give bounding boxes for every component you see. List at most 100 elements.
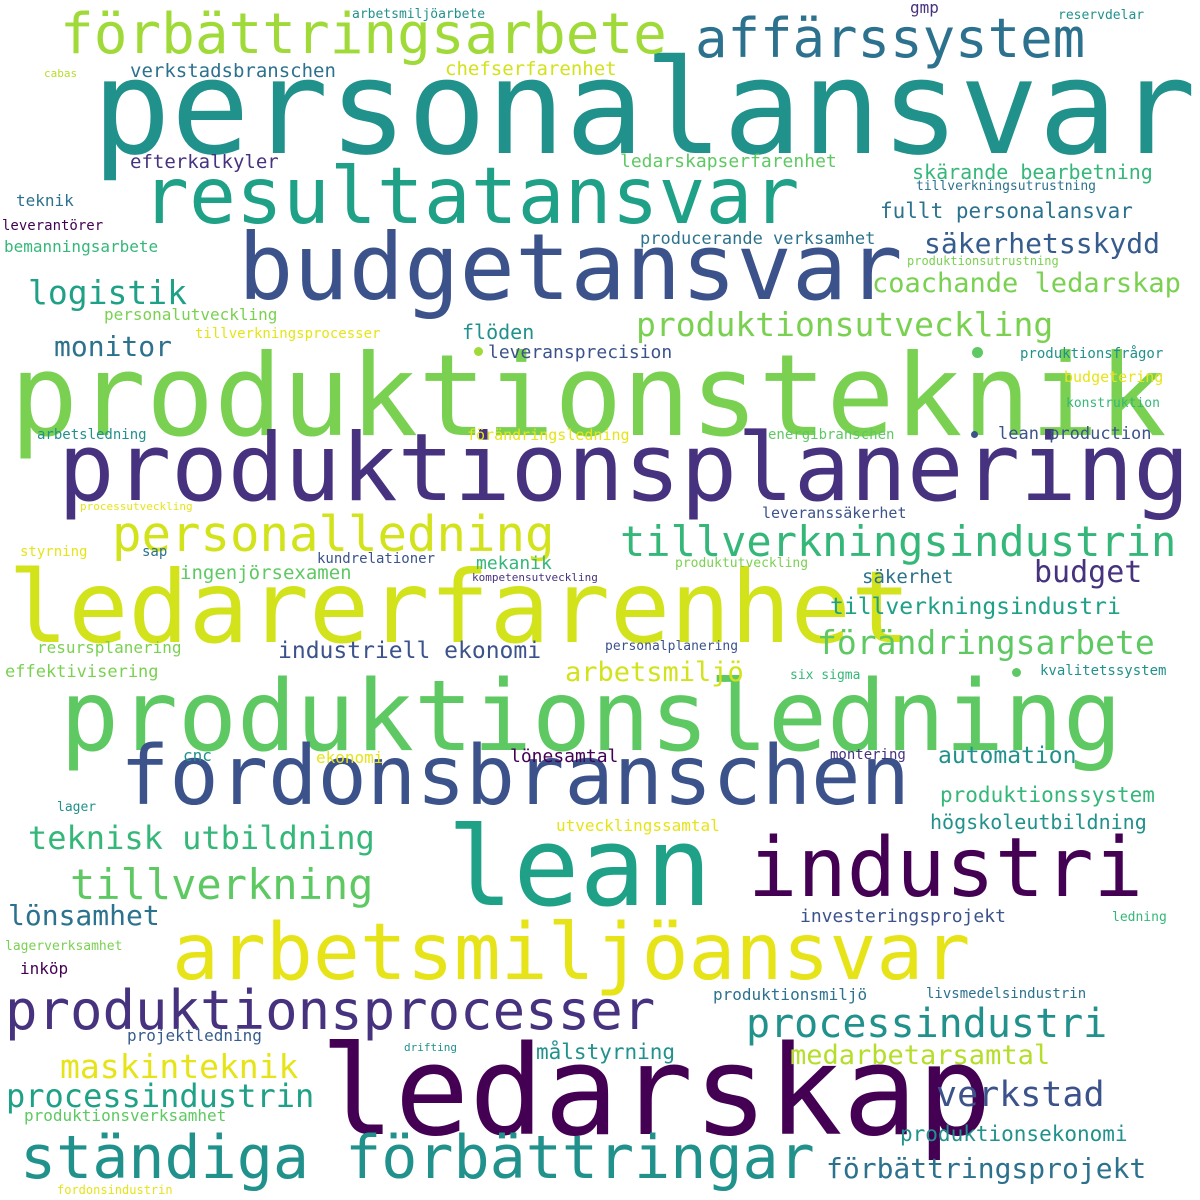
word-cloud-term: tillverkningsindustrin (620, 517, 1177, 566)
word-cloud-term: resursplanering (37, 638, 182, 657)
word-cloud-term: kundrelationer (317, 551, 436, 567)
word-cloud-term: högskoleutbildning (930, 810, 1147, 834)
word-cloud-term: cabas (44, 67, 78, 80)
word-cloud-term: personalutveckling (104, 305, 278, 324)
word-cloud-term: monitor (54, 330, 173, 363)
word-cloud-term: lönsamhet (8, 899, 160, 932)
word-cloud-term: teknik (16, 191, 74, 210)
word-cloud-term: produktionsmiljö (713, 985, 868, 1004)
word-cloud-term: skärande bearbetning (912, 160, 1153, 184)
word-cloud-term: produktionsledning (60, 660, 1123, 774)
word-cloud-term: lager (57, 800, 97, 815)
word-cloud-term: tillverkningsprocesser (195, 326, 381, 342)
word-cloud-term: sap (142, 544, 168, 560)
word-cloud-term: leveransprecision (488, 342, 673, 363)
word-cloud-term: maskinteknik (60, 1047, 299, 1086)
word-cloud-term: effektivisering (5, 662, 159, 682)
word-cloud-term: produktionsfrågor (1020, 346, 1164, 362)
word-cloud-term: kompetensutveckling (472, 571, 598, 584)
word-cloud-term: tillverkningsindustri (830, 594, 1121, 620)
word-cloud-term: arbetsmiljöarbete (352, 7, 486, 22)
word-cloud-term: cnc (183, 746, 212, 765)
word-cloud-term: produktionsutrustning (907, 254, 1059, 268)
word-cloud-term: lean (447, 803, 712, 931)
word-cloud-term: logistik (28, 273, 187, 312)
word-cloud-term: reservdelar (1058, 8, 1145, 23)
word-cloud-term: ingenjörsexamen (180, 562, 352, 584)
word-cloud-term: budgetering (1064, 368, 1164, 386)
word-cloud-term: drifting (404, 1041, 457, 1054)
word-cloud-term: gmp (910, 0, 939, 17)
word-cloud-term: affärssystem (695, 7, 1086, 70)
word-cloud-term: arbetsmiljöansvar (172, 908, 971, 998)
word-cloud-term: verkstadsbranschen (130, 60, 336, 82)
word-cloud-term: produktutveckling (675, 556, 809, 571)
word-cloud-term: ledarskapserfarenhet (620, 151, 837, 172)
decorative-dot (1012, 668, 1021, 677)
word-cloud-term: six sigma (790, 668, 861, 683)
word-cloud-term: produktionsplanering (58, 414, 1190, 523)
word-cloud-term: målstyrning (536, 1040, 676, 1064)
word-cloud-term: fordonsindustrin (57, 1183, 173, 1197)
decorative-dot (971, 431, 978, 438)
word-cloud-term: lönesamtal (510, 746, 619, 767)
word-cloud-term: fordonsbranschen (120, 729, 910, 824)
word-cloud-term: inköp (20, 959, 69, 978)
decorative-dot (474, 347, 483, 356)
word-cloud-term: produktionssystem (940, 783, 1155, 807)
word-cloud-term: resultatansvar (142, 152, 800, 242)
word-cloud-term: budget (1034, 555, 1143, 590)
word-cloud-term: projektledning (127, 1026, 262, 1045)
word-cloud-term: arbetsmiljö (565, 657, 744, 688)
word-cloud-term: industriell ekonomi (278, 638, 542, 664)
word-cloud-term: konstruktion (1066, 396, 1160, 411)
word-cloud-term: produktionsprocesser (5, 979, 656, 1042)
word-cloud-term: produktionsverksamhet (24, 1106, 227, 1125)
word-cloud-term: arbetsledning (37, 427, 147, 443)
word-cloud-term: montering (830, 747, 906, 763)
word-cloud-term: verkstad (936, 1075, 1105, 1115)
word-cloud-term: kvalitetssystem (1040, 663, 1167, 679)
word-cloud-term: energibranschen (768, 427, 895, 443)
word-cloud-term: fullt personalansvar (880, 199, 1133, 223)
word-cloud-term: livsmedelsindustrin (926, 986, 1087, 1002)
word-cloud-term: bemanningsarbete (4, 237, 159, 256)
word-cloud-term: förändringsarbete (817, 623, 1155, 662)
word-cloud-term: automation (938, 743, 1077, 769)
word-cloud-term: ledarerfarenhet (8, 549, 912, 666)
word-cloud-term: lean production (998, 424, 1152, 444)
word-cloud-term: processindustri (746, 1001, 1108, 1047)
word-cloud-term: medarbetarsamtal (790, 1040, 1051, 1071)
word-cloud-term: personalplanering (605, 639, 739, 654)
word-cloud-term: ständiga förbättringar (20, 1123, 815, 1193)
word-cloud-term: förbättringsarbete (60, 2, 667, 67)
word-cloud-term: tillverkning (70, 860, 374, 909)
word-cloud-term: produktionsekonomi (900, 1122, 1128, 1146)
word-cloud-term: teknisk utbildning (28, 819, 375, 857)
word-cloud-term: ledning (1112, 910, 1167, 925)
word-cloud-term: budgetansvar (238, 214, 903, 321)
word-cloud-term: tillverkningsutrustning (916, 179, 1097, 194)
word-cloud-term: personalledning (112, 506, 555, 563)
word-cloud-term: ekonomi (316, 748, 384, 767)
word-cloud-term: förändringsledning (467, 426, 630, 444)
word-cloud-term: mekanik (476, 553, 552, 574)
word-cloud-term: coachande ledarskap (872, 268, 1181, 299)
word-cloud-term: producerande verksamhet (640, 229, 876, 249)
word-cloud-term: säkerhetsskydd (924, 227, 1161, 260)
word-cloud-term: efterkalkyler (130, 151, 279, 173)
word-cloud-term: säkerhet (862, 566, 954, 588)
word-cloud-term: flöden (462, 320, 535, 344)
decorative-dot (972, 347, 983, 358)
word-cloud-term: förbättringsprojekt (826, 1152, 1147, 1185)
word-cloud-term: lagerverksamhet (5, 939, 123, 954)
word-cloud-term: investeringsprojekt (800, 906, 1006, 927)
word-cloud-term: styrning (20, 544, 88, 560)
word-cloud-term: leverantörer (2, 218, 104, 234)
word-cloud-term: utvecklingssamtal (556, 816, 720, 835)
word-cloud-term: processutveckling (80, 500, 193, 513)
word-cloud-term: personalansvar (92, 31, 1197, 184)
word-cloud-term: produktionsutveckling (636, 305, 1054, 344)
word-cloud-term: leveranssäkerhet (762, 504, 907, 522)
